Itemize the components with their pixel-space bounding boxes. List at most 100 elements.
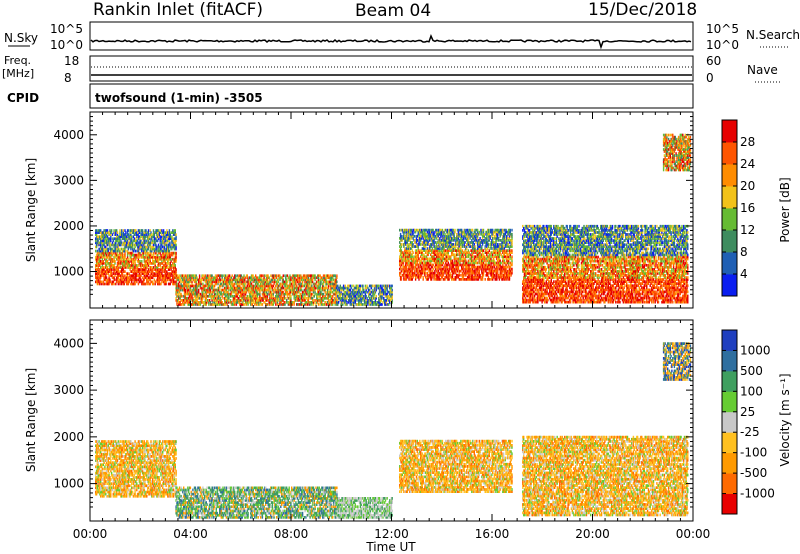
nsky-label: N.Sky [4,31,38,45]
data-cell [423,276,424,279]
data-cell [346,301,347,304]
data-cell [185,289,186,292]
data-cell [313,299,314,302]
data-cell [119,229,120,232]
nave-label: Nave [747,63,778,77]
data-cell [262,303,263,306]
data-cell [433,229,434,232]
date-title: 15/Dec/2018 [588,0,697,20]
data-cell [427,258,428,261]
data-cell [170,258,171,261]
data-cell [338,301,339,304]
nave-tick-bottom: 0 [706,71,714,85]
data-cell [264,274,265,277]
station-title: Rankin Inlet (fitACF) [93,0,263,20]
data-cell [314,274,315,277]
data-cell [323,293,324,296]
data-cell [392,285,393,288]
data-cell [145,229,146,232]
data-cell [360,285,361,288]
data-cell [399,229,400,232]
nsearch-label: N.Search [746,28,800,42]
data-cell [392,289,393,292]
data-cell [103,260,104,263]
data-cell [198,289,199,292]
data-cell [175,244,176,247]
nsky-strip: N.Sky 10^5 10^0 10^5 10^0 N.Search [4,22,800,52]
data-cell [156,246,157,249]
freq-unit: [MHz] [2,67,34,80]
data-cell [372,285,373,288]
beam-title: Beam 04 [355,1,431,21]
data-cell [144,256,145,259]
data-cell [336,281,337,284]
cpid-text: twofsound (1-min) -3505 [95,91,263,105]
data-cell [114,266,115,269]
data-cell [121,229,122,232]
cpid-label: CPID [7,91,39,105]
freq-tick-top: 18 [64,54,79,68]
data-cell [222,297,223,300]
data-cell [125,231,126,234]
data-cell [152,240,153,243]
data-cell [95,250,96,253]
data-cell [125,250,126,253]
data-cell [124,274,125,277]
data-cell [284,301,285,304]
data-cell [318,303,319,306]
data-cell [418,258,419,261]
data-cell [153,229,154,232]
data-cell [123,229,124,232]
data-cell [114,279,115,282]
data-cell [433,268,434,271]
power-cells [95,134,691,306]
data-cell [203,301,204,304]
data-cell [247,274,248,277]
data-cell [287,281,288,284]
nsky-series [91,36,691,47]
data-cell [131,235,132,238]
data-cell [235,274,236,277]
data-cell [175,268,176,271]
data-cell [324,274,325,277]
data-cell [153,283,154,286]
data-cell [425,272,426,275]
data-cell [117,231,118,234]
data-cell [112,233,113,236]
data-cell [148,229,149,232]
data-cell [433,264,434,267]
data-cell [362,285,363,288]
nave-tick-top: 60 [706,54,721,68]
data-cell [290,295,291,298]
data-cell [267,293,268,296]
data-cell [169,229,170,232]
data-cell [412,251,413,254]
data-cell [283,274,284,277]
data-cell [253,274,254,277]
data-cell [111,229,112,232]
data-cell [108,248,109,251]
data-cell [139,229,140,232]
data-cell [243,274,244,277]
data-cell [220,279,221,282]
data-cell [401,235,402,238]
data-cell [199,274,200,277]
data-cell [104,283,105,286]
data-cell [362,303,363,306]
data-cell [420,243,421,246]
freq-strip: Freq. [MHz] 18 8 60 0 Nave [2,54,782,85]
data-cell [175,229,176,232]
data-cell [175,264,176,267]
nsearch-tick-bottom: 10^0 [706,38,739,52]
data-cell [270,274,271,277]
data-cell [128,229,129,232]
freq-tick-bottom: 8 [64,71,72,85]
data-cell [135,250,136,253]
data-cell [443,262,444,265]
data-cell [286,299,287,302]
data-cell [351,285,352,288]
data-cell [262,274,263,277]
data-cell [228,287,229,290]
cpid-strip: CPID twofsound (1-min) -3505 [7,84,693,108]
